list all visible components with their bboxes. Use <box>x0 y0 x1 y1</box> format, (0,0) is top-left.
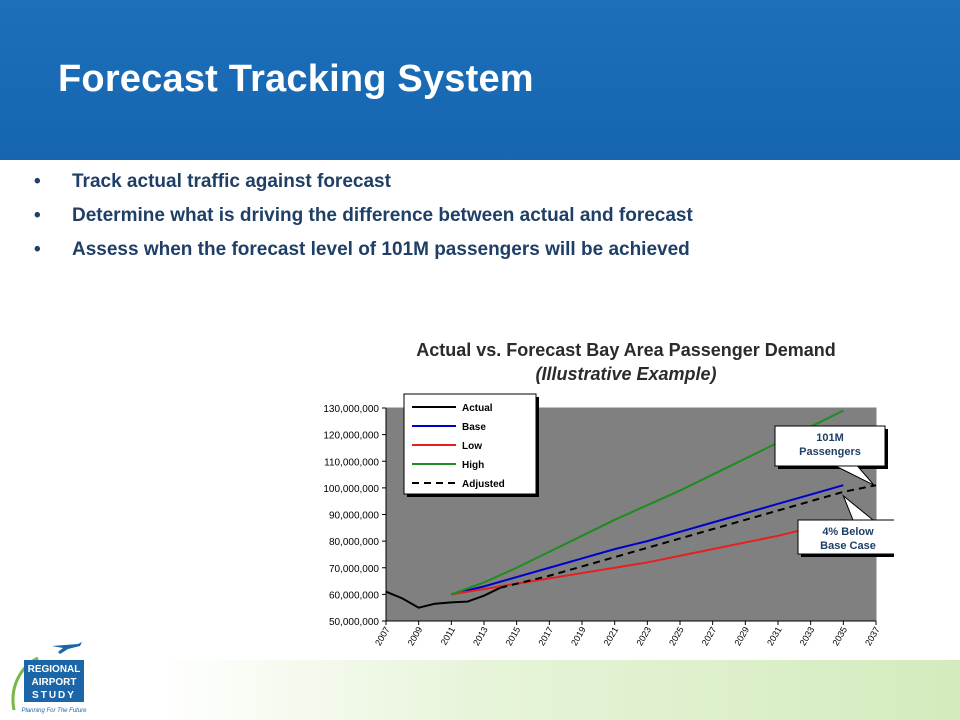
x-tick-label: 2023 <box>634 625 653 647</box>
bullet-item: • Assess when the forecast level of 101M … <box>34 236 693 270</box>
x-tick-label: 2025 <box>667 625 686 647</box>
logo-line-2: AIRPORT <box>32 677 77 688</box>
x-tick-label: 2035 <box>830 625 849 647</box>
y-tick-label: 90,000,000 <box>329 511 379 522</box>
legend-label: Low <box>462 441 482 452</box>
x-tick-label: 2037 <box>863 625 882 647</box>
x-tick-label: 2007 <box>373 625 392 647</box>
bullet-text: Track actual traffic against forecast <box>72 171 391 192</box>
series-line-actual <box>385 586 501 609</box>
callout-text: 101M <box>816 432 844 444</box>
regional-airport-study-logo: REGIONAL AIRPORT STUDY Planning For The … <box>11 642 87 714</box>
x-tick-label: 2019 <box>569 625 588 647</box>
chart-frame: 50,000,000 60,000,000 70,000,000 80,000,000… <box>300 388 901 674</box>
y-tick-label: 110,000,000 <box>324 457 379 468</box>
logo-plane-icon <box>52 642 82 654</box>
legend-label: High <box>462 460 484 471</box>
footer-band <box>160 660 960 720</box>
y-tick-label: 60,000,000 <box>329 590 379 601</box>
logo-tagline: Planning For The Future <box>21 708 87 714</box>
y-tick-label: 120,000,000 <box>323 431 379 442</box>
chart-title-block: Actual vs. Forecast Bay Area Passenger D… <box>346 338 906 386</box>
x-tick-label: 2011 <box>439 625 457 647</box>
x-tick-label: 2033 <box>798 625 817 647</box>
x-tick-label: 2031 <box>765 625 784 647</box>
y-tick-label: 70,000,000 <box>329 564 379 575</box>
chart-title: Actual vs. Forecast Bay Area Passenger D… <box>416 340 836 360</box>
callout-text: Base Case <box>820 540 876 552</box>
callout-box <box>774 425 886 467</box>
callout-pointer <box>835 465 875 486</box>
header-banner: Forecast Tracking System <box>0 0 960 160</box>
x-tick-label: 2015 <box>504 625 523 647</box>
logo-line-1: REGIONAL <box>28 664 81 675</box>
bullet-dot: • <box>34 171 41 192</box>
x-tick-label: 2013 <box>471 625 490 647</box>
callout-text: Passengers <box>799 446 861 458</box>
bullet-list: • Track actual traffic against forecast •… <box>34 168 693 270</box>
x-tick-label: 2027 <box>700 625 719 647</box>
legend-label: Adjusted <box>462 479 505 490</box>
x-tick-label: 2029 <box>732 625 751 647</box>
callout-pointer <box>842 494 874 521</box>
x-tick-label: 2017 <box>536 625 555 647</box>
y-tick-label: 100,000,000 <box>323 484 379 495</box>
bullet-text: Determine what is driving the difference… <box>72 205 693 226</box>
series-line-base <box>451 484 844 596</box>
passenger-demand-chart: 50,000,000 60,000,000 70,000,000 80,000,000… <box>323 393 901 647</box>
bullet-dot: • <box>34 205 41 226</box>
bullet-item: • Determine what is driving the differenc… <box>34 202 693 236</box>
logo-line-3: STUDY <box>32 690 76 701</box>
page-title: Forecast Tracking System <box>58 58 534 100</box>
legend-label: Actual <box>462 403 493 414</box>
bullet-dot: • <box>34 239 41 260</box>
bullet-item: • Track actual traffic against forecast <box>34 168 693 202</box>
callout-box <box>797 519 899 555</box>
legend-label: Base <box>462 422 486 433</box>
callout-text: 4% Below <box>822 526 874 538</box>
y-tick-label: 130,000,000 <box>323 404 379 415</box>
x-tick-label: 2021 <box>602 625 621 647</box>
chart-subtitle: (Illustrative Example) <box>535 364 717 384</box>
y-tick-label: 80,000,000 <box>329 537 379 548</box>
y-tick-label: 50,000,000 <box>329 617 379 628</box>
series-line-adjusted <box>500 484 877 589</box>
bullet-text: Assess when the forecast level of 101M p… <box>72 239 690 260</box>
x-tick-label: 2009 <box>406 625 425 647</box>
